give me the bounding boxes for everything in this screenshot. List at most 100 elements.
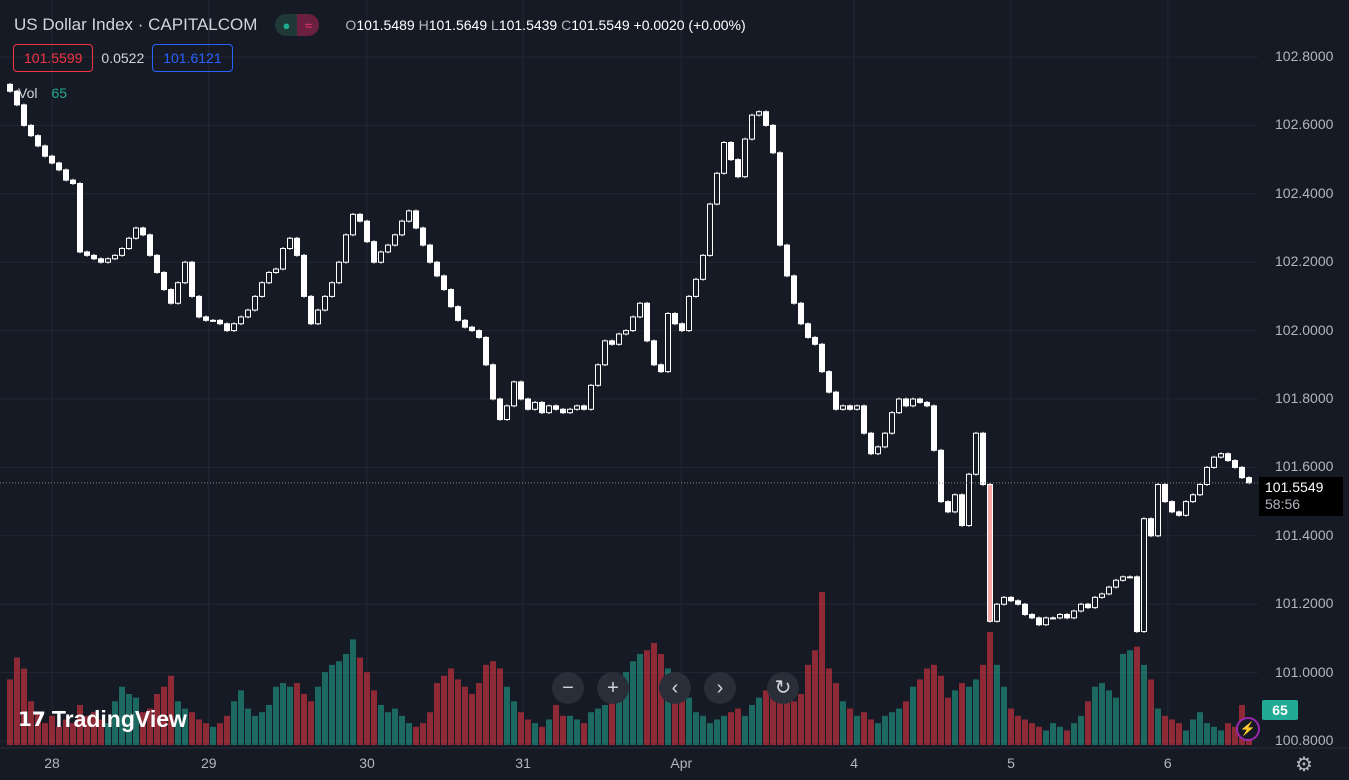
candle — [329, 282, 335, 297]
volume-bar — [490, 661, 496, 745]
volume-bar — [1008, 708, 1014, 745]
volume-bar — [56, 726, 62, 745]
volume-bar — [742, 715, 748, 745]
candle — [112, 254, 118, 260]
candle — [1239, 466, 1245, 479]
volume-bar — [217, 723, 223, 745]
volume-bar — [1043, 730, 1049, 745]
candle — [490, 364, 496, 400]
lightning-icon[interactable]: ⚡ — [1236, 717, 1260, 741]
candle — [245, 309, 251, 318]
volume-bar — [714, 719, 720, 745]
ohlc-readout: O101.5489 H101.5649 L101.5439 C101.5549 … — [345, 17, 746, 33]
candle — [238, 316, 244, 325]
candle — [252, 295, 258, 311]
time-tick-label: 29 — [201, 755, 217, 771]
market-status-pill[interactable]: ● ≈ — [275, 14, 320, 36]
candle — [952, 494, 958, 513]
candle — [420, 227, 426, 246]
bar-countdown: 58:56 — [1265, 496, 1301, 512]
volume-bar — [574, 719, 580, 745]
volume-legend[interactable]: Vol 65 — [18, 85, 68, 101]
candle — [728, 142, 734, 161]
volume-bar — [798, 694, 804, 745]
candle — [546, 405, 552, 414]
scroll-back-button[interactable]: ‹ — [659, 672, 691, 704]
volume-bar — [1064, 730, 1070, 745]
volume-bar — [434, 683, 440, 745]
candle — [609, 340, 615, 345]
trade-panel: 101.5599 0.0522 101.6121 — [13, 44, 233, 72]
volume-bar — [686, 697, 692, 745]
volume-bar — [245, 708, 251, 745]
volume-bar — [168, 675, 174, 745]
candle — [378, 251, 384, 263]
candle — [357, 213, 363, 222]
volume-bar — [21, 668, 27, 745]
zoom-out-button[interactable]: − — [552, 672, 584, 704]
candle — [553, 405, 559, 410]
volume-bar — [378, 704, 384, 745]
candle — [84, 251, 90, 256]
candle — [1022, 603, 1028, 615]
candle — [637, 302, 643, 318]
symbol-title[interactable]: US Dollar Index · CAPITALCOM — [14, 15, 258, 34]
candle — [1071, 610, 1077, 619]
volume-bar — [504, 686, 510, 745]
candle — [1050, 617, 1056, 620]
volume-bar — [1106, 690, 1112, 745]
volume-bar — [427, 712, 433, 745]
volume-bar — [973, 679, 979, 745]
candle — [105, 258, 111, 263]
sell-button[interactable]: 101.5599 — [13, 44, 94, 72]
candle — [469, 326, 475, 332]
volume-bar — [448, 668, 454, 745]
volume-bar — [987, 632, 993, 745]
candle — [1225, 453, 1231, 462]
scroll-forward-button[interactable]: › — [704, 672, 736, 704]
volume-bar — [399, 715, 405, 745]
time-tick-label: Apr — [670, 755, 693, 771]
volume-bar — [259, 712, 265, 745]
candle — [1218, 453, 1224, 458]
volume-bar — [469, 694, 475, 745]
volume-bar — [287, 686, 293, 745]
reset-chart-button[interactable]: ↻ — [767, 672, 799, 704]
candle — [980, 432, 986, 486]
candle — [294, 237, 300, 256]
zoom-in-button[interactable]: + — [597, 672, 629, 704]
volume-bar — [791, 701, 797, 745]
volume-bar — [28, 701, 34, 745]
volume-bar — [7, 679, 13, 745]
tradingview-logo[interactable]: 𝟭𝟳 TradingView — [18, 706, 187, 732]
candle — [882, 432, 888, 448]
candle — [889, 412, 895, 434]
market-open-icon: ● — [275, 14, 298, 36]
volume-bar — [413, 726, 419, 745]
volume-bar — [1092, 686, 1098, 745]
volume-bar — [567, 715, 573, 745]
volume-bar — [1225, 723, 1231, 745]
volume-bar — [672, 672, 678, 745]
volume-badge: 65 — [1262, 700, 1298, 720]
candle — [1232, 460, 1238, 468]
volume-bar — [511, 701, 517, 745]
candle — [588, 384, 594, 410]
candle — [140, 227, 146, 236]
candle — [413, 210, 419, 229]
volume-bar — [35, 712, 41, 745]
buy-button[interactable]: 101.6121 — [152, 44, 233, 72]
volume-bar — [84, 715, 90, 745]
settings-gear-icon[interactable]: ⚙ — [1295, 754, 1313, 776]
volume-bar — [1015, 715, 1021, 745]
candle — [581, 405, 587, 410]
volume-bar — [679, 690, 685, 745]
time-tick-label: 28 — [44, 755, 60, 771]
candle — [539, 401, 545, 414]
volume-bar — [952, 690, 958, 745]
volume-bar — [70, 723, 76, 745]
volume-bar — [882, 715, 888, 745]
volume-bar — [392, 708, 398, 745]
candle — [1078, 603, 1084, 612]
